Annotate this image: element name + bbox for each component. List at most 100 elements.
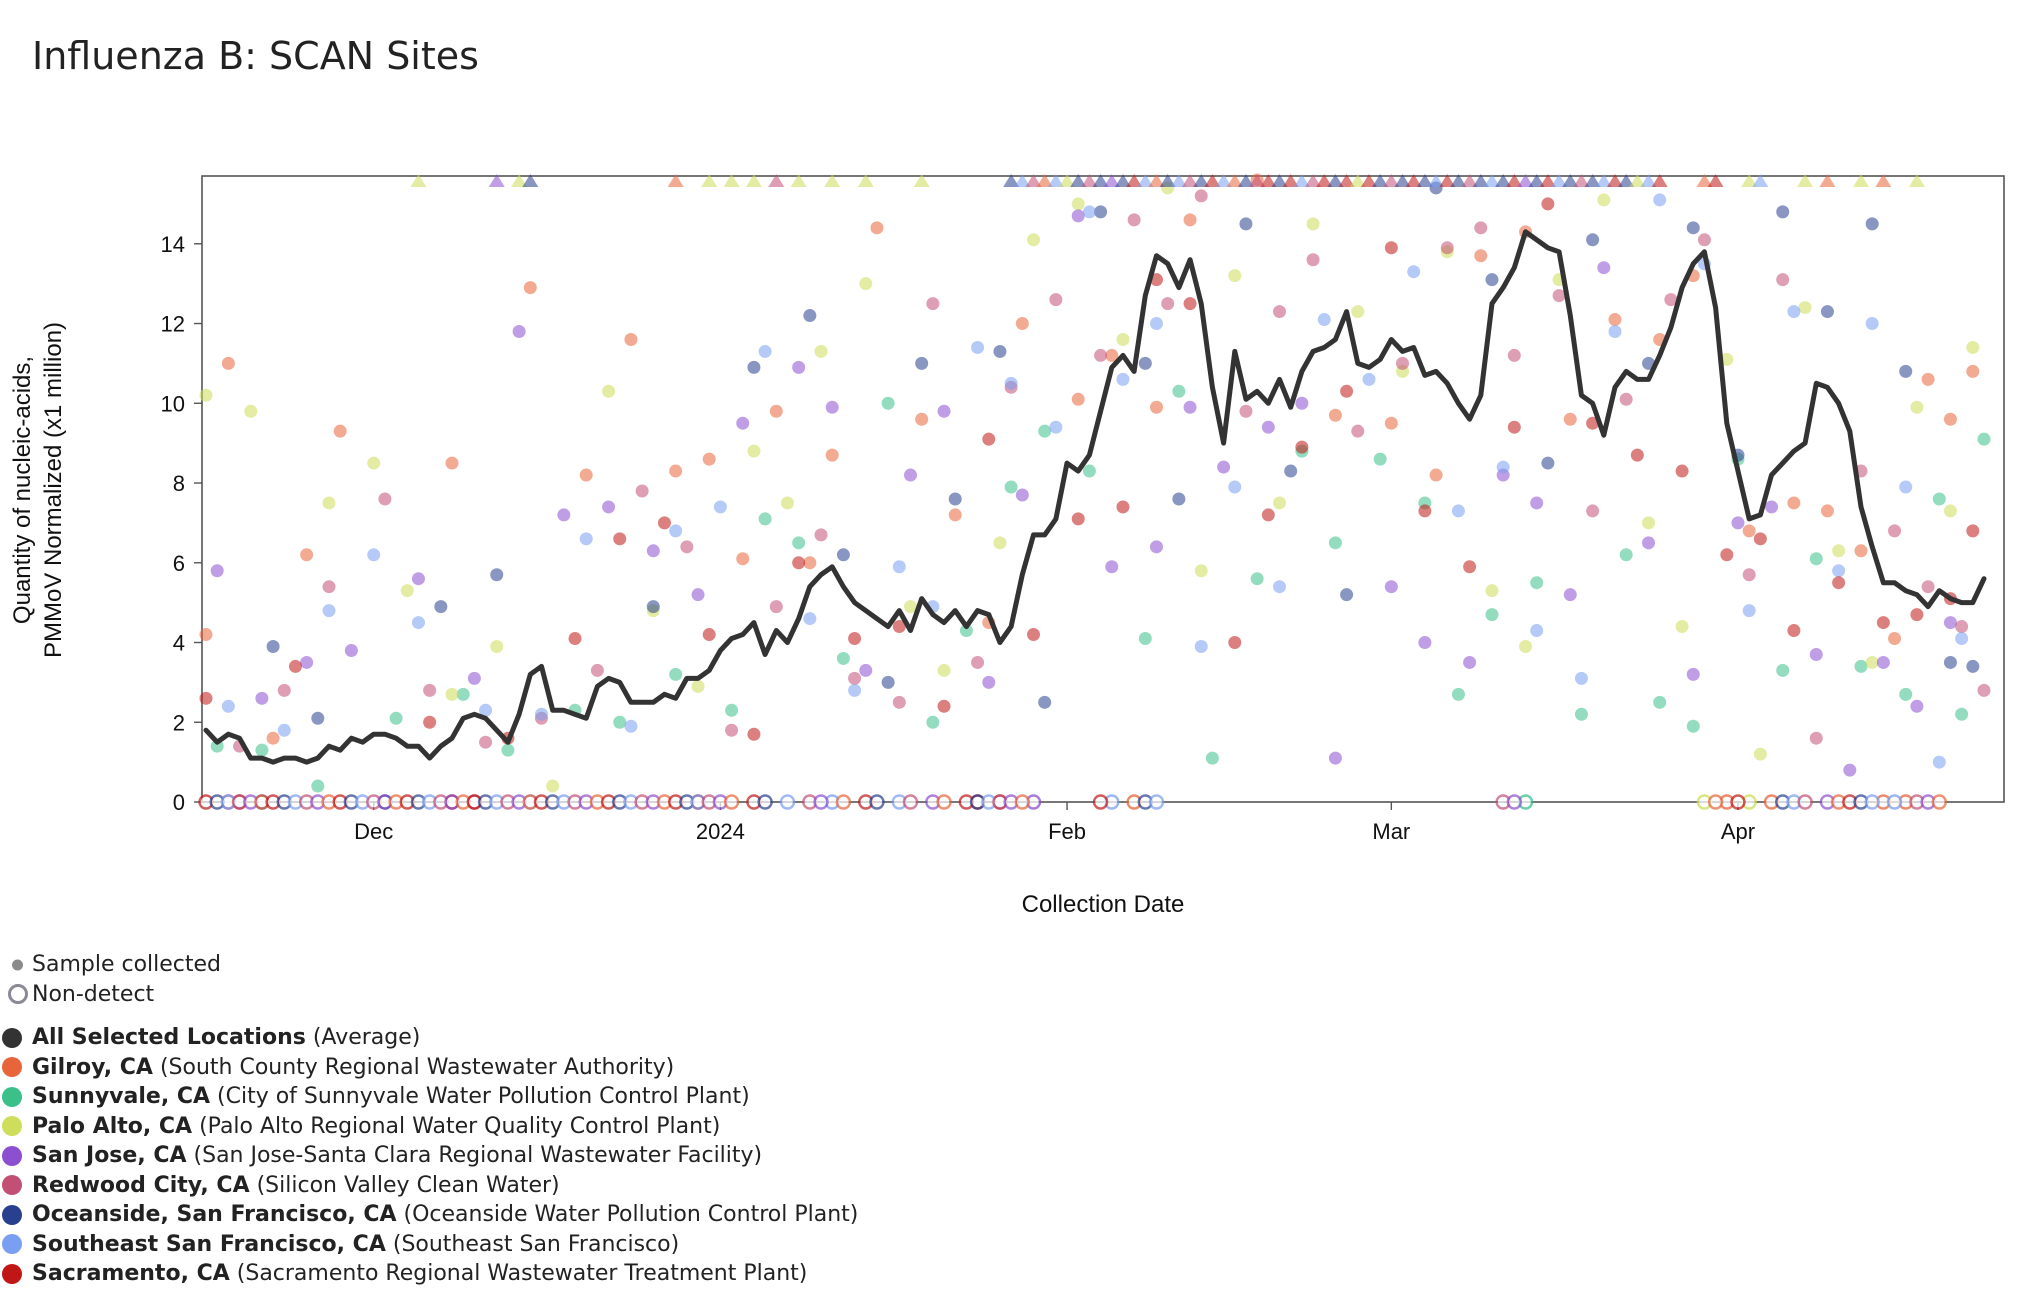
legend-color-dot-icon bbox=[2, 1057, 22, 1078]
clipped-marker bbox=[768, 174, 785, 187]
sample-point bbox=[1507, 420, 1521, 434]
sample-point bbox=[1899, 480, 1913, 494]
clipped-marker bbox=[1081, 174, 1098, 187]
sample-point bbox=[1351, 424, 1365, 438]
sample-point bbox=[1921, 580, 1935, 594]
sample-point bbox=[266, 731, 280, 745]
sample-point bbox=[1586, 233, 1600, 247]
sample-point bbox=[1396, 356, 1410, 370]
sample-point bbox=[702, 628, 716, 642]
legend-site-detail: (San Jose-Santa Clara Regional Wastewate… bbox=[193, 1143, 763, 1168]
sample-point bbox=[1228, 480, 1242, 494]
sample-point bbox=[1105, 348, 1119, 362]
average-series-line bbox=[203, 229, 1987, 765]
clipped-marker bbox=[1562, 174, 1579, 187]
clipped-marker bbox=[1193, 174, 1210, 187]
x-tick-label: Dec bbox=[354, 819, 393, 844]
sample-point bbox=[1955, 620, 1969, 634]
legend-item[interactable]: Palo Alto, CA (Palo Alto Regional Water … bbox=[0, 1112, 1000, 1142]
clipped-marker bbox=[790, 174, 807, 187]
sample-point bbox=[1463, 655, 1477, 669]
sample-point bbox=[1094, 205, 1108, 219]
sample-point bbox=[702, 452, 716, 466]
sample-point bbox=[1943, 616, 1957, 630]
legend-site-detail: (Oceanside Water Pollution Control Plant… bbox=[403, 1202, 859, 1227]
sample-point bbox=[1183, 297, 1197, 311]
clipped-marker bbox=[824, 174, 841, 187]
sample-point bbox=[1910, 608, 1924, 622]
sample-point bbox=[277, 723, 291, 737]
sample-point bbox=[1530, 576, 1544, 590]
clipped-marker bbox=[1237, 174, 1254, 187]
sample-point bbox=[1049, 293, 1063, 307]
sample-point bbox=[1507, 348, 1521, 362]
legend-item[interactable]: All Selected Locations (Average) bbox=[0, 1023, 1000, 1053]
sample-point bbox=[892, 620, 906, 634]
legend-site-name: San Jose, CA bbox=[32, 1143, 187, 1168]
chart-plot[interactable]: 0 2 4 6 8 10 12 14 Dec 2024 Feb Mar Apr Collection D… bbox=[0, 0, 2022, 940]
legend-sample-collected[interactable]: Sample collected bbox=[0, 950, 1000, 980]
sample-point bbox=[1082, 464, 1096, 478]
clipped-marker bbox=[1070, 174, 1087, 187]
clipped-marker bbox=[1618, 174, 1635, 187]
legend-item[interactable]: San Jose, CA (San Jose-Santa Clara Regio… bbox=[0, 1141, 1000, 1171]
clipped-marker bbox=[1439, 174, 1456, 187]
clipped-marker bbox=[1316, 174, 1333, 187]
sample-point bbox=[1642, 516, 1656, 530]
sample-point bbox=[1519, 639, 1533, 653]
legend-item[interactable]: Sunnyvale, CA (City of Sunnyvale Water P… bbox=[0, 1082, 1000, 1112]
sample-point bbox=[1026, 628, 1040, 642]
sample-point bbox=[423, 683, 437, 697]
sample-point bbox=[758, 512, 772, 526]
clipped-marker bbox=[723, 174, 740, 187]
sample-point bbox=[1932, 755, 1946, 769]
sample-point bbox=[389, 711, 403, 725]
legend-site-detail: (Palo Alto Regional Water Quality Contro… bbox=[199, 1113, 721, 1139]
sample-point bbox=[1384, 580, 1398, 594]
sample-point bbox=[758, 344, 772, 358]
clipped-marker bbox=[1707, 174, 1724, 187]
clipped-marker bbox=[488, 174, 505, 187]
sample-point bbox=[1742, 604, 1756, 618]
sample-point bbox=[903, 600, 917, 614]
sample-point bbox=[1015, 317, 1029, 331]
legend-non-detect[interactable]: Non-detect bbox=[0, 980, 1000, 1010]
y-tick-label: 4 bbox=[173, 631, 185, 656]
sample-point bbox=[1820, 504, 1834, 518]
sample-point bbox=[993, 344, 1007, 358]
sample-point bbox=[1888, 632, 1902, 646]
legend-item[interactable]: Gilroy, CA (South County Regional Wastew… bbox=[0, 1053, 1000, 1083]
sample-point bbox=[836, 651, 850, 665]
clipped-marker bbox=[1450, 174, 1467, 187]
sample-point bbox=[1809, 731, 1823, 745]
sample-point bbox=[557, 508, 571, 522]
legend-site-name: Southeast San Francisco, CA bbox=[32, 1231, 386, 1257]
legend-item[interactable]: Redwood City, CA (Silicon Valley Clean W… bbox=[0, 1171, 1000, 1201]
sample-point bbox=[546, 779, 560, 793]
legend-item[interactable]: Southeast San Francisco, CA (Southeast S… bbox=[0, 1230, 1000, 1260]
plot-frame bbox=[201, 175, 2005, 803]
sample-point bbox=[1261, 508, 1275, 522]
sample-point bbox=[1530, 624, 1544, 638]
sample-point bbox=[669, 667, 683, 681]
sample-point bbox=[780, 496, 794, 510]
sample-point bbox=[1966, 340, 1980, 354]
clipped-marker bbox=[1908, 174, 1925, 187]
clipped-marker bbox=[1483, 174, 1500, 187]
non-detect-marker bbox=[757, 794, 773, 810]
sample-point bbox=[1586, 504, 1600, 518]
sample-point bbox=[1004, 480, 1018, 494]
y-tick-label: 12 bbox=[161, 312, 185, 337]
sample-point bbox=[1876, 616, 1890, 630]
clipped-marker bbox=[1126, 174, 1143, 187]
sample-point bbox=[1865, 655, 1879, 669]
sample-point bbox=[1485, 608, 1499, 622]
legend-color-dot-icon bbox=[2, 1027, 22, 1048]
legend-item[interactable]: Sacramento, CA (Sacramento Regional Wast… bbox=[0, 1259, 1000, 1289]
clipped-marker bbox=[1551, 174, 1568, 187]
legend-item[interactable]: Oceanside, San Francisco, CA (Oceanside … bbox=[0, 1200, 1000, 1230]
sample-point bbox=[836, 548, 850, 562]
sample-point bbox=[680, 540, 694, 554]
sample-point bbox=[490, 639, 504, 653]
sample-point bbox=[1161, 297, 1175, 311]
